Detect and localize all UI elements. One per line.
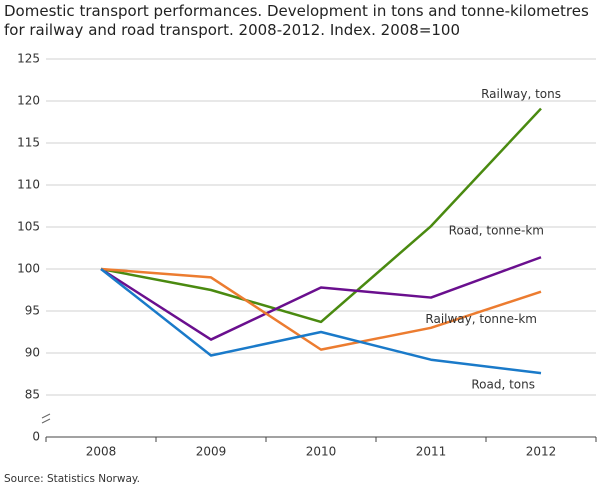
x-tick-label: 2012: [526, 445, 557, 459]
y-tick-label: 90: [25, 346, 40, 360]
x-tick-label: 2011: [416, 445, 447, 459]
series-label: Road, tonne-km: [449, 224, 544, 238]
axis-break: [41, 413, 51, 424]
y-tick-label: 100: [17, 262, 40, 276]
series-label: Road, tons: [471, 378, 535, 392]
x-tick-label: 2009: [196, 445, 227, 459]
series-line: [100, 107, 542, 324]
y-tick-label: 95: [25, 304, 40, 318]
series-line: [100, 268, 542, 375]
series-line: [100, 256, 542, 341]
y-tick-label: 0: [32, 430, 40, 444]
y-tick-label: 105: [17, 220, 40, 234]
series-label: Railway, tonne-km: [425, 312, 537, 326]
x-tick-label: 2008: [86, 445, 117, 459]
source-note: Source: Statistics Norway.: [4, 473, 140, 485]
y-tick-label: 125: [17, 52, 40, 66]
y-tick-label: 110: [17, 178, 40, 192]
chart-title: Domestic transport performances. Develop…: [4, 2, 589, 39]
y-tick-label: 115: [17, 136, 40, 150]
series-label: Railway, tons: [481, 87, 561, 101]
y-tick-label: 85: [25, 388, 40, 402]
y-tick-label: 120: [17, 94, 40, 108]
x-tick-label: 2010: [306, 445, 337, 459]
series-line: [100, 267, 542, 351]
chart: 0 85 90 95 100 105 110 115 120 125 2008 2009 2010 201…: [17, 52, 597, 459]
